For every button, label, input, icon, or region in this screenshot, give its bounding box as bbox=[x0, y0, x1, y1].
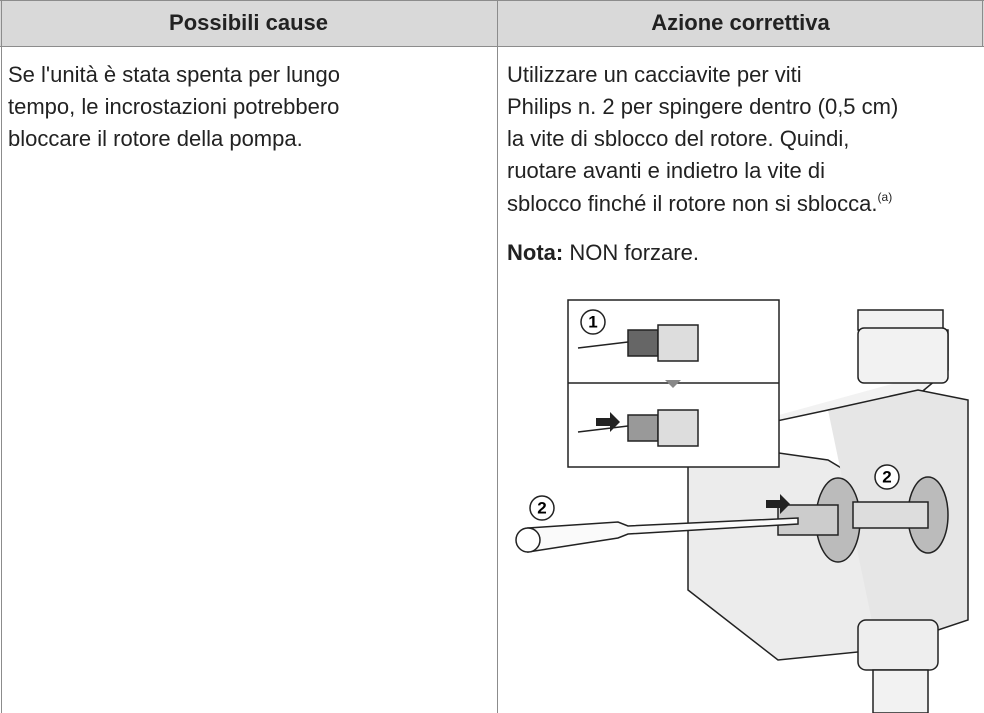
cause-text: tempo, le incrostazioni potrebbero bbox=[8, 94, 340, 119]
table-border bbox=[0, 46, 984, 47]
action-text: Utilizzare un cacciavite per viti bbox=[507, 62, 802, 87]
action-text: sblocco finché il rotore non si sblocca.… bbox=[507, 190, 892, 217]
table-border bbox=[0, 0, 984, 1]
footnote-ref: (a) bbox=[877, 190, 893, 204]
cause-text: Se l'unità è stata spenta per lungo bbox=[8, 62, 340, 87]
cause-text: bloccare il rotore della pompa. bbox=[8, 126, 303, 151]
note: Nota: NON forzare. bbox=[507, 240, 699, 266]
callout: 2 bbox=[537, 499, 546, 518]
action-text: la vite di sblocco del rotore. Quindi, bbox=[507, 126, 850, 151]
header-cell: Azione correttiva bbox=[497, 0, 984, 46]
callouts: 1 2 2 bbox=[537, 313, 891, 518]
pump-illustration bbox=[515, 299, 969, 713]
table-border bbox=[1, 0, 2, 713]
table-border bbox=[982, 0, 983, 46]
callout: 2 bbox=[882, 468, 891, 487]
note-text: NON forzare. bbox=[569, 240, 699, 265]
action-text: ruotare avanti e indietro la vite di bbox=[507, 158, 825, 183]
note-label: Nota: bbox=[507, 240, 564, 265]
header-cell: Possibili cause bbox=[0, 0, 497, 46]
callout: 1 bbox=[588, 313, 597, 332]
action-text: sblocco finché il rotore non si sblocca. bbox=[507, 191, 878, 216]
action-text: Philips n. 2 per spingere dentro (0,5 cm… bbox=[507, 94, 899, 119]
column-divider bbox=[497, 0, 498, 713]
